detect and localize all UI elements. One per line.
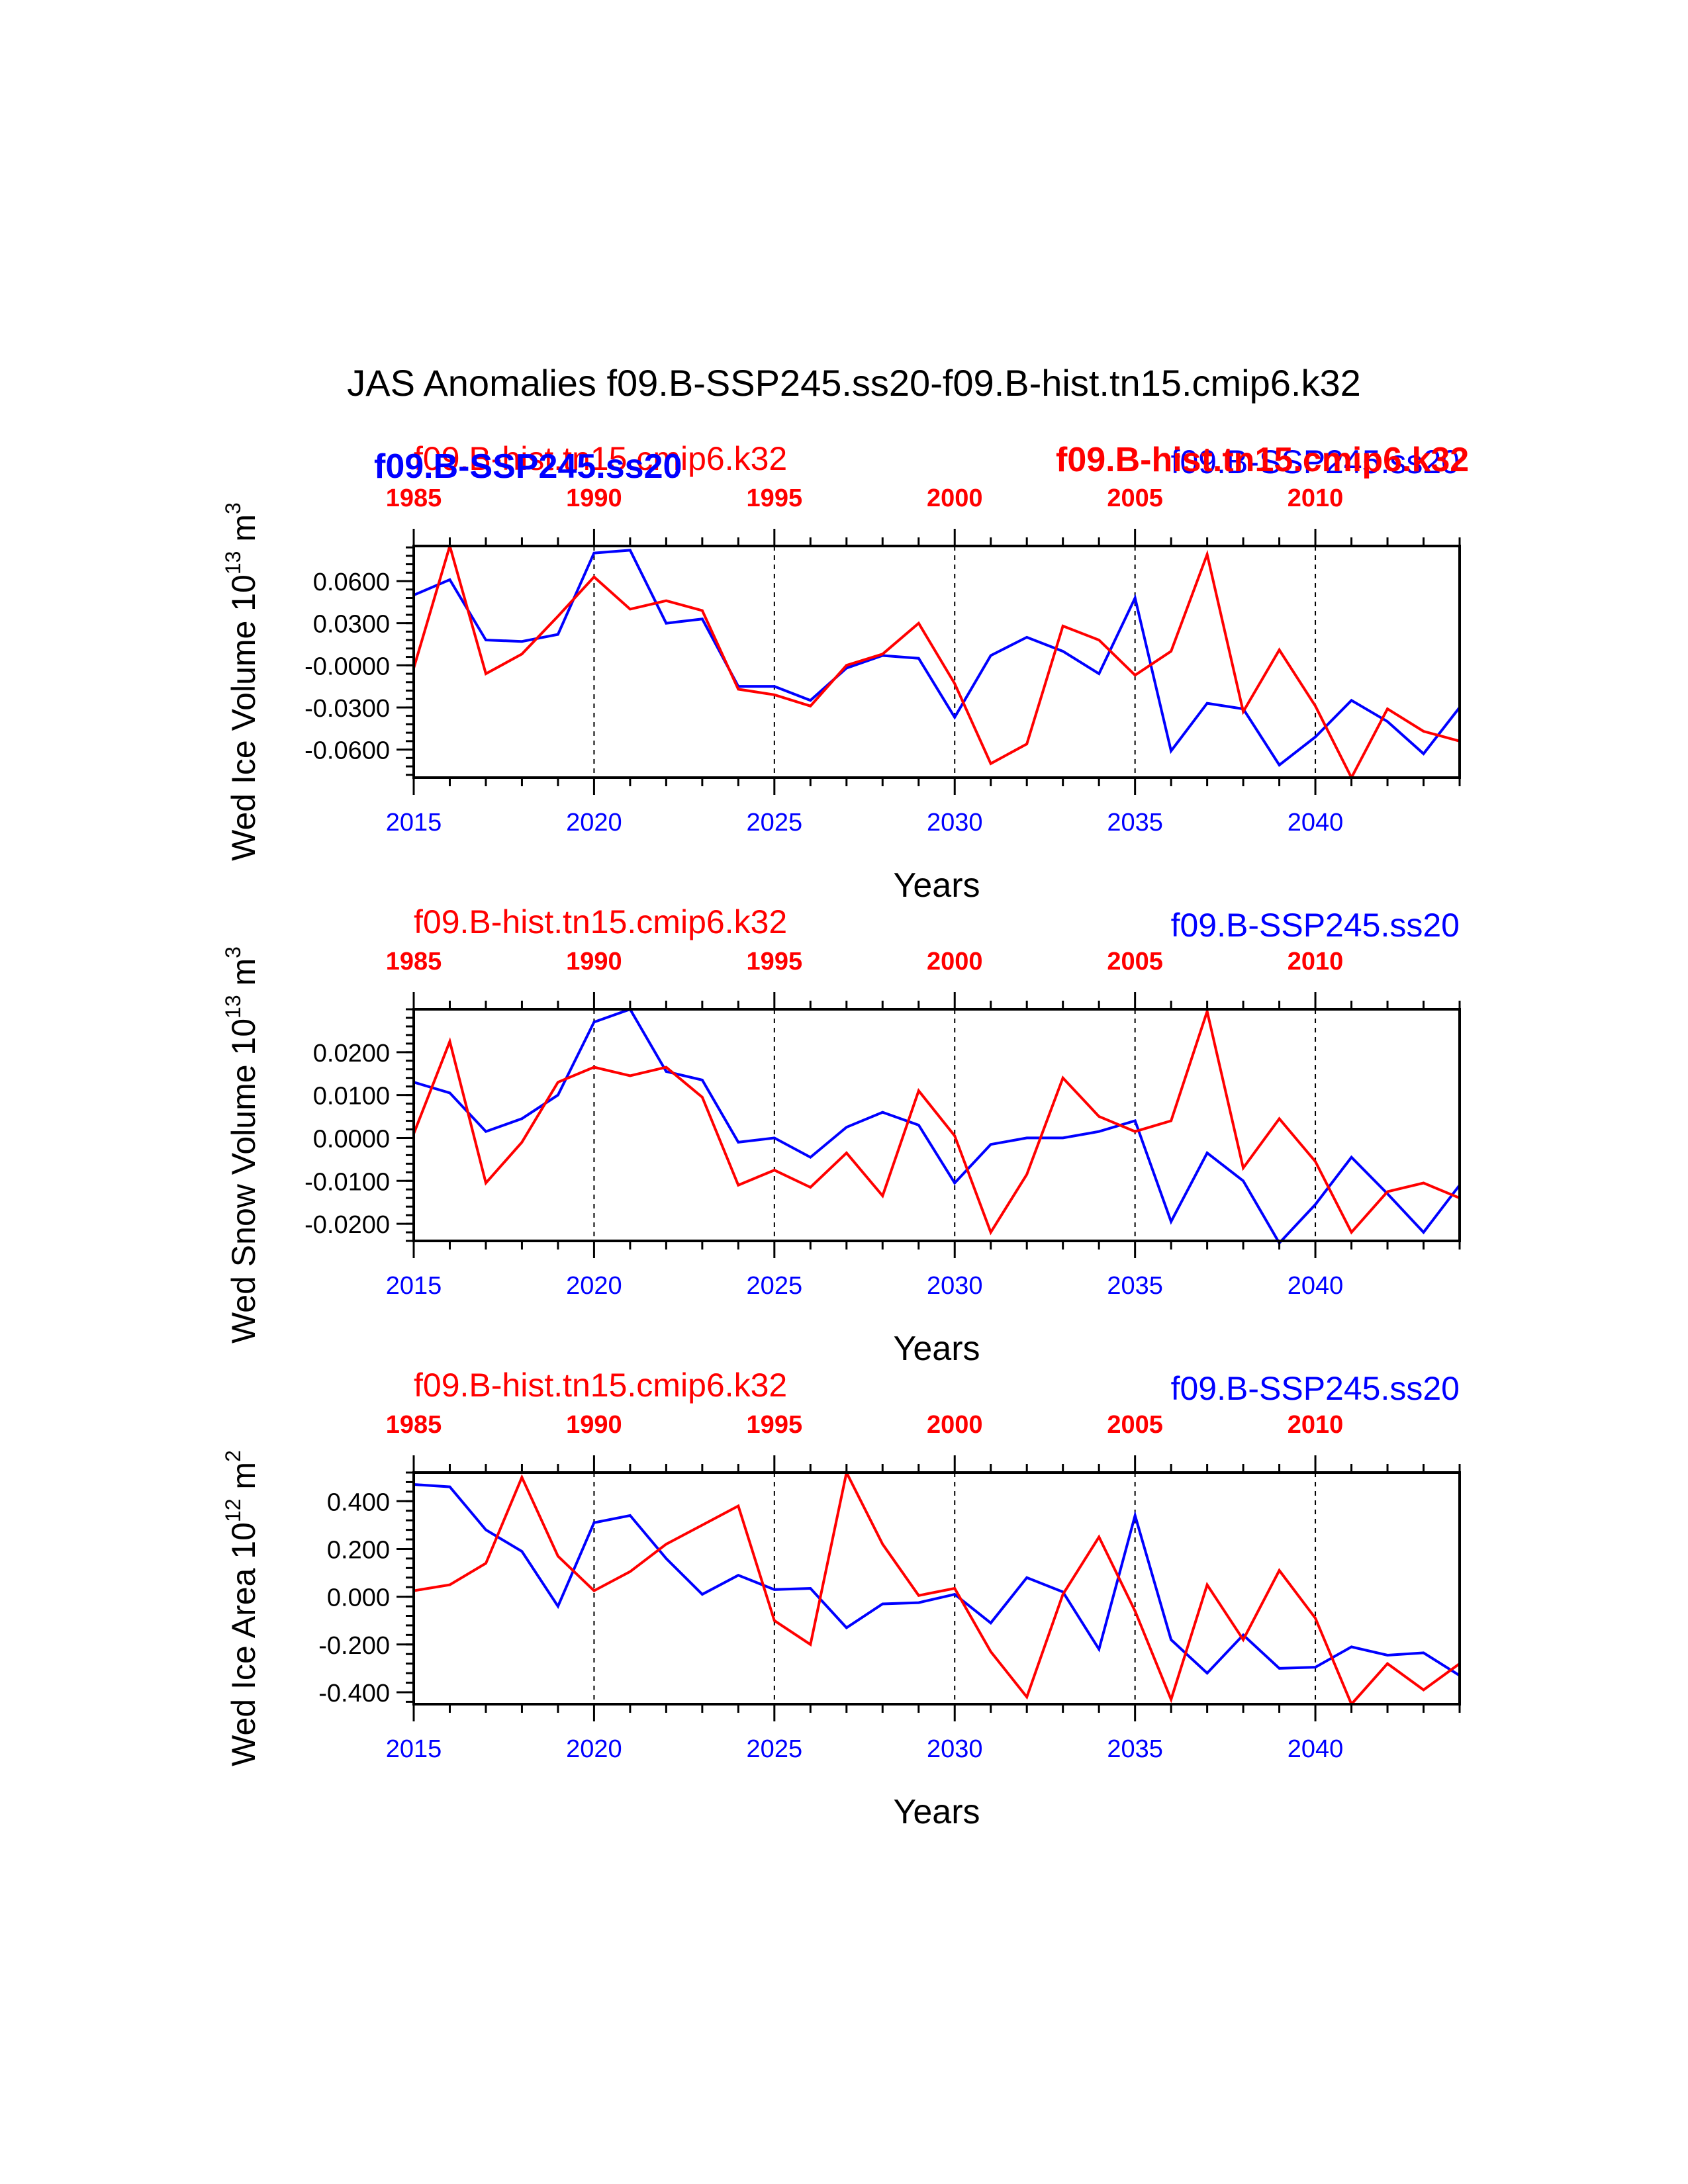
y-axis-label-exponent: 13: [221, 995, 245, 1019]
overlay-blue-bold-label: f09.B-SSP245.ss20: [374, 447, 682, 486]
x-tick-label: 2015: [386, 809, 442, 837]
series-line-hist: [412, 1006, 1460, 1236]
y-axis-label: Wed Snow Volume 1013 m3: [221, 946, 262, 1343]
y-axis-label-main: Wed Ice Volume 10: [225, 574, 262, 861]
y-tick-label: -0.0100: [305, 1168, 390, 1196]
x-tick-label: 2020: [566, 1272, 622, 1300]
x-tick-label: 2040: [1288, 1272, 1344, 1300]
y-axis-label-main: Wed Ice Area 10: [225, 1522, 262, 1766]
y-tick-label: -0.400: [318, 1680, 390, 1707]
y-axis-label-main: Wed Snow Volume 10: [225, 1019, 262, 1343]
plot-frame: [412, 1008, 1461, 1242]
y-axis-label-unit: m: [225, 958, 262, 995]
top-tick-label: 1985: [386, 484, 442, 512]
top-tick-label: 1995: [747, 948, 803, 976]
x-tick-label: 2020: [566, 809, 622, 837]
top-tick-label: 2000: [927, 948, 983, 976]
panels: 2015 2020 2025 2030 2035 2040 1985 1990 1995 2000…: [221, 440, 1461, 1831]
panel-3: 2015 2020 2025 2030 2035 2040 1985 1990 1995 2000…: [221, 1367, 1461, 1831]
plot-frame: [412, 545, 1461, 779]
top-left-series-label: f09.B-hist.tn15.cmip6.k32: [414, 1367, 787, 1404]
top-tick-label: 1985: [386, 948, 442, 976]
x-tick-label: 2025: [747, 1272, 803, 1300]
x-tick-label: 2020: [566, 1735, 622, 1763]
y-axis-label-unit-exponent: 3: [221, 946, 245, 958]
top-tick-label: 2000: [927, 1411, 983, 1439]
y-tick-label: -0.0200: [305, 1211, 390, 1239]
y-tick-label: 0.0200: [313, 1040, 390, 1068]
y-tick-label: 0.0000: [313, 1125, 390, 1153]
top-left-series-label: f09.B-hist.tn15.cmip6.k32: [414, 440, 787, 477]
y-tick-label: -0.0600: [305, 737, 390, 765]
y-axis-label: Wed Ice Volume 1013 m3: [221, 502, 262, 861]
series-line-ssp245: [413, 1007, 1461, 1246]
x-tick-label: 2025: [747, 809, 803, 837]
y-tick-label: 0.400: [327, 1488, 390, 1516]
top-tick-label: 2005: [1107, 484, 1163, 512]
series-line-hist: [413, 1468, 1461, 1707]
panel-1: 2015 2020 2025 2030 2035 2040 1985 1990 1995 2000…: [221, 440, 1461, 905]
y-axis-label-exponent: 13: [221, 551, 245, 575]
x-tick-label: 2040: [1288, 1735, 1344, 1763]
y-axis-label: Wed Ice Area 1012 m2: [221, 1450, 262, 1766]
x-tick-label: 2030: [927, 809, 983, 837]
y-tick-label: 0.0100: [313, 1083, 390, 1111]
top-tick-label: 2005: [1107, 948, 1163, 976]
x-axis-label: Years: [893, 866, 980, 905]
plot-frame: [412, 1471, 1461, 1706]
y-tick-label: 0.000: [327, 1584, 390, 1612]
y-axis-label-unit: m: [225, 514, 262, 551]
top-right-series-label: f09.B-SSP245.ss20: [1171, 1370, 1460, 1407]
x-tick-label: 2040: [1288, 809, 1344, 837]
series-line-ssp245: [413, 549, 1461, 767]
x-tick-label: 2035: [1107, 1735, 1163, 1763]
y-axis-label-unit-exponent: 3: [221, 502, 245, 514]
top-right-series-label: f09.B-SSP245.ss20: [1171, 907, 1460, 944]
y-axis-label-unit: m: [225, 1462, 262, 1499]
y-tick-label: 0.0600: [313, 569, 390, 596]
figure-title: JAS Anomalies f09.B-SSP245.ss20-f09.B-hi…: [347, 362, 1360, 404]
top-right-series-label: f09.B-SSP245.ss20: [1171, 443, 1460, 480]
overlay-labels: f09.B-SSP245.ss20 f09.B-hist.tn15.cmip6.…: [374, 441, 1469, 486]
x-axis-label: Years: [893, 1330, 980, 1368]
x-tick-label: 2030: [927, 1272, 983, 1300]
top-tick-label: 1985: [386, 1411, 442, 1439]
overlay-red-bold-label: f09.B-hist.tn15.cmip6.k32: [1056, 441, 1469, 479]
top-tick-label: 1990: [566, 1411, 622, 1439]
x-tick-label: 2030: [927, 1735, 983, 1763]
top-tick-label: 2000: [927, 484, 983, 512]
top-tick-label: 1990: [566, 484, 622, 512]
x-tick-label: 2015: [386, 1272, 442, 1300]
top-left-series-label: f09.B-hist.tn15.cmip6.k32: [414, 903, 787, 940]
series-line-hist: [412, 541, 1460, 781]
series-line-ssp245: [413, 1483, 1461, 1677]
y-tick-label: 0.200: [327, 1536, 390, 1564]
y-axis-label-exponent: 12: [221, 1499, 245, 1523]
y-tick-label: -0.0000: [305, 653, 390, 680]
y-axis-label-unit-exponent: 2: [221, 1450, 245, 1462]
x-tick-label: 2025: [747, 1735, 803, 1763]
top-tick-label: 1995: [747, 484, 803, 512]
y-tick-label: 0.0300: [313, 611, 390, 639]
panel-2: 2015 2020 2025 2030 2035 2040 1985 1990 1995 2000…: [221, 903, 1461, 1368]
x-tick-label: 2035: [1107, 809, 1163, 837]
y-tick-label: -0.200: [318, 1632, 390, 1660]
top-tick-label: 1995: [747, 1411, 803, 1439]
x-axis-label: Years: [893, 1793, 980, 1831]
x-tick-label: 2035: [1107, 1272, 1163, 1300]
top-tick-label: 2005: [1107, 1411, 1163, 1439]
top-tick-label: 2010: [1288, 948, 1344, 976]
x-tick-label: 2015: [386, 1735, 442, 1763]
top-tick-label: 2010: [1288, 484, 1344, 512]
top-tick-label: 1990: [566, 948, 622, 976]
y-tick-label: -0.0300: [305, 695, 390, 723]
top-tick-label: 2010: [1288, 1411, 1344, 1439]
